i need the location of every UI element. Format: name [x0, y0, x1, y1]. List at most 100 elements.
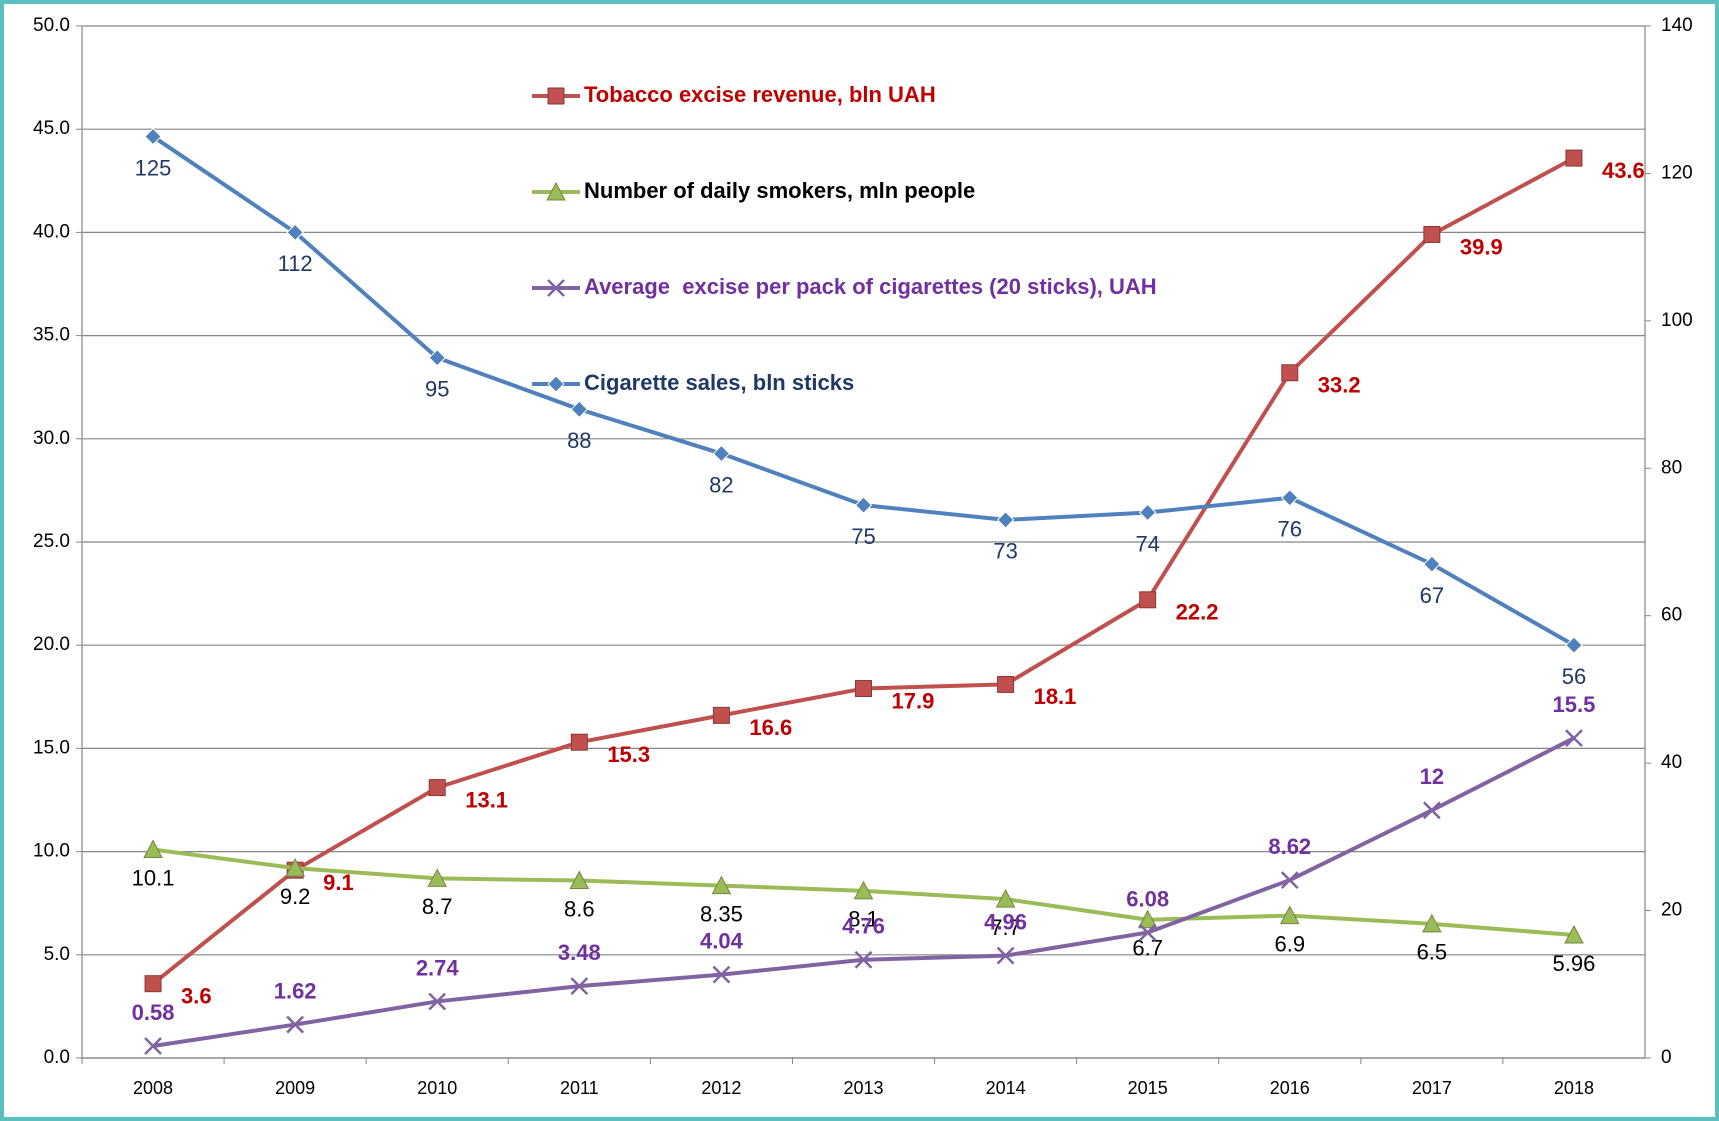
marker — [712, 444, 731, 463]
marker — [570, 733, 588, 751]
data-label: 88 — [567, 428, 591, 453]
x-tick-label: 2010 — [417, 1078, 457, 1098]
data-label: 6.5 — [1417, 940, 1448, 965]
marker — [1137, 909, 1158, 929]
x-tick-label: 2008 — [133, 1078, 173, 1098]
x-tick-label: 2013 — [843, 1078, 883, 1098]
marker — [286, 223, 304, 242]
marker — [547, 375, 565, 393]
y-tick-label: 45.0 — [33, 118, 70, 139]
marker — [853, 880, 874, 900]
marker — [996, 946, 1015, 965]
marker — [428, 779, 446, 797]
marker — [1281, 489, 1299, 507]
marker — [1138, 503, 1157, 522]
marker — [997, 675, 1015, 693]
data-label: 4.96 — [984, 909, 1027, 934]
data-label: 33.2 — [1318, 373, 1361, 398]
marker — [995, 889, 1016, 908]
data-label: 15.5 — [1553, 692, 1596, 717]
data-label: 75 — [851, 524, 875, 549]
data-label: 6.08 — [1126, 886, 1169, 911]
y-tick-label: 40.0 — [33, 221, 70, 242]
x-tick-label: 2018 — [1554, 1078, 1594, 1098]
marker — [996, 511, 1015, 529]
marker — [547, 87, 565, 105]
y-tick-label: 35.0 — [33, 325, 70, 346]
y-tick-label: 15.0 — [33, 737, 70, 758]
marker — [427, 868, 448, 887]
legend-label: Tobacco excise revenue, bln UAH — [584, 82, 936, 107]
data-label: 8.1 — [848, 907, 879, 932]
data-label: 18.1 — [1034, 684, 1077, 709]
marker — [428, 349, 446, 367]
marker — [1565, 729, 1583, 747]
y-tick-label: 50.0 — [33, 15, 70, 36]
data-label: 76 — [1278, 517, 1302, 542]
data-label: 67 — [1420, 583, 1444, 608]
marker — [547, 279, 565, 297]
marker — [1422, 913, 1442, 933]
marker — [144, 975, 162, 993]
data-label: 1.62 — [274, 978, 317, 1003]
data-label: 16.6 — [749, 715, 792, 740]
marker — [570, 400, 589, 419]
legend-label: Number of daily smokers, mln people — [584, 178, 975, 203]
data-label: 9.1 — [323, 870, 354, 895]
data-label: 6.7 — [1132, 936, 1163, 961]
marker — [854, 496, 873, 514]
x-tick-label: 2015 — [1128, 1078, 1168, 1098]
data-label: 2.74 — [416, 955, 460, 980]
data-label: 8.62 — [1268, 834, 1311, 859]
marker — [712, 965, 731, 984]
data-label: 39.9 — [1460, 234, 1503, 259]
data-label: 6.9 — [1274, 931, 1305, 956]
data-label: 82 — [709, 472, 733, 497]
marker — [286, 1015, 305, 1034]
marker — [1139, 591, 1157, 609]
marker — [569, 870, 590, 889]
marker — [570, 977, 589, 996]
data-label: 4.76 — [842, 914, 885, 939]
y2-tick-label: 20 — [1661, 900, 1682, 921]
data-label: 112 — [278, 251, 313, 276]
y2-tick-label: 60 — [1661, 605, 1682, 626]
data-label: 8.6 — [564, 896, 595, 921]
x-tick-label: 2009 — [275, 1078, 315, 1098]
marker — [1565, 149, 1583, 167]
data-label: 12 — [1420, 764, 1444, 789]
marker — [854, 950, 873, 969]
marker — [1422, 801, 1441, 820]
marker — [143, 839, 163, 859]
data-label: 5.96 — [1553, 951, 1596, 976]
y-tick-label: 30.0 — [33, 428, 70, 449]
marker — [1564, 924, 1584, 944]
y2-tick-label: 100 — [1661, 310, 1693, 331]
marker — [1280, 871, 1299, 889]
y2-tick-label: 120 — [1661, 162, 1693, 183]
marker — [855, 680, 872, 698]
y2-tick-label: 80 — [1661, 457, 1682, 478]
data-label: 95 — [425, 377, 449, 402]
y2-tick-label: 0 — [1661, 1047, 1672, 1068]
x-tick-label: 2014 — [986, 1078, 1026, 1098]
x-tick-label: 2011 — [560, 1078, 599, 1098]
data-label: 17.9 — [892, 688, 935, 713]
marker — [144, 127, 162, 146]
marker — [428, 992, 447, 1011]
x-tick-label: 2012 — [701, 1078, 741, 1098]
data-label: 74 — [1135, 531, 1159, 556]
marker — [1279, 905, 1300, 925]
x-tick-label: 2017 — [1412, 1078, 1452, 1098]
y-tick-label: 20.0 — [33, 634, 70, 655]
data-label: 0.58 — [132, 1000, 175, 1025]
marker — [546, 181, 566, 201]
y2-tick-label: 140 — [1661, 15, 1693, 36]
y-tick-label: 25.0 — [33, 531, 70, 552]
data-label: 7.7 — [990, 915, 1021, 940]
marker — [712, 706, 730, 724]
legend-label: Average excise per pack of cigarettes (2… — [584, 274, 1157, 299]
data-label: 8.7 — [422, 894, 453, 919]
